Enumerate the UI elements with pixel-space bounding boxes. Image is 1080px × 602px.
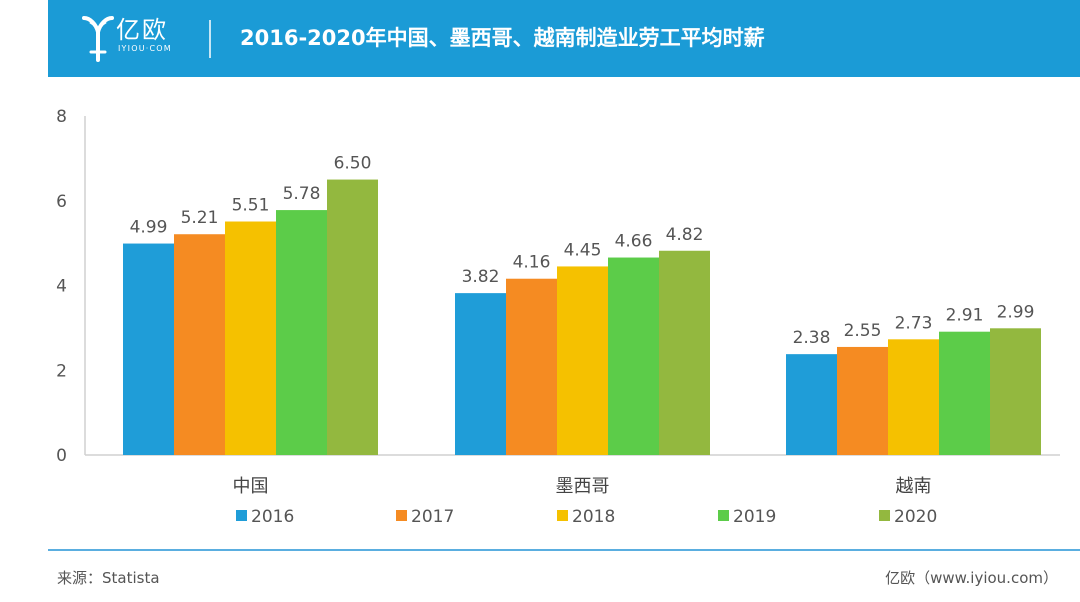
legend-swatch-2019	[718, 510, 729, 521]
header-divider	[209, 20, 211, 58]
legend-swatch-2018	[557, 510, 568, 521]
data-label: 4.45	[564, 240, 602, 260]
bar-2018-1	[557, 266, 608, 455]
bar-2016-0	[123, 243, 174, 455]
bar-2016-2	[786, 354, 837, 455]
data-label: 4.82	[666, 225, 704, 245]
data-label: 4.99	[130, 218, 168, 238]
site-credit: 亿欧（www.iyiou.com）	[885, 569, 1058, 587]
yiou-logo-icon	[82, 16, 114, 62]
data-label: 5.21	[181, 208, 219, 228]
source-note: 来源：Statista	[57, 569, 160, 587]
data-label: 5.78	[283, 184, 321, 204]
footer-divider	[48, 549, 1080, 551]
legend-swatch-2016	[236, 510, 247, 521]
data-label: 2.55	[844, 321, 882, 341]
x-category-label: 越南	[896, 476, 932, 497]
bar-2020-0	[327, 179, 378, 455]
bar-2020-1	[659, 250, 710, 455]
data-label: 4.16	[513, 253, 551, 273]
bar-2019-1	[608, 257, 659, 455]
legend-label: 2020	[894, 507, 937, 527]
data-label: 5.51	[232, 196, 270, 216]
chart-title: 2016-2020年中国、墨西哥、越南制造业劳工平均时薪	[240, 26, 765, 50]
brand-sub: IYIOU·COM	[118, 44, 172, 53]
bar-2018-0	[225, 221, 276, 455]
x-category-label: 中国	[233, 476, 269, 497]
bar-2019-0	[276, 210, 327, 455]
data-label: 4.66	[615, 232, 653, 252]
bar-2019-2	[939, 331, 990, 455]
legend-swatch-2017	[396, 510, 407, 521]
data-label: 2.38	[793, 328, 831, 348]
header-banner: 亿欧 IYIOU·COM 2016-2020年中国、墨西哥、越南制造业劳工平均时…	[48, 0, 1080, 77]
y-tick-label: 8	[56, 107, 67, 127]
y-tick-label: 0	[56, 446, 67, 466]
y-tick-label: 4	[56, 277, 67, 297]
bar-2017-2	[837, 346, 888, 455]
x-category-label: 墨西哥	[556, 476, 610, 497]
legend-label: 2017	[411, 507, 454, 527]
data-label: 2.99	[997, 302, 1035, 322]
bar-2017-0	[174, 234, 225, 455]
bar-2018-2	[888, 339, 939, 455]
bar-2017-1	[506, 278, 557, 455]
legend-swatch-2020	[879, 510, 890, 521]
bar-chart: 0 2 4 6 8 4.99 3.82 2.38 5.21 4.16 2.55 5.51 4.45 2.7…	[56, 107, 1060, 527]
legend-label: 2019	[733, 507, 776, 527]
data-label: 2.73	[895, 313, 933, 333]
brand-name: 亿欧	[116, 16, 168, 44]
bar-2020-2	[990, 328, 1041, 455]
data-label: 6.50	[334, 154, 372, 174]
data-label: 3.82	[462, 267, 500, 287]
legend-label: 2016	[251, 507, 294, 527]
y-tick-label: 2	[56, 361, 67, 381]
data-label: 2.91	[946, 306, 984, 326]
legend-label: 2018	[572, 507, 615, 527]
bar-2016-1	[455, 293, 506, 455]
y-tick-label: 6	[56, 192, 67, 212]
